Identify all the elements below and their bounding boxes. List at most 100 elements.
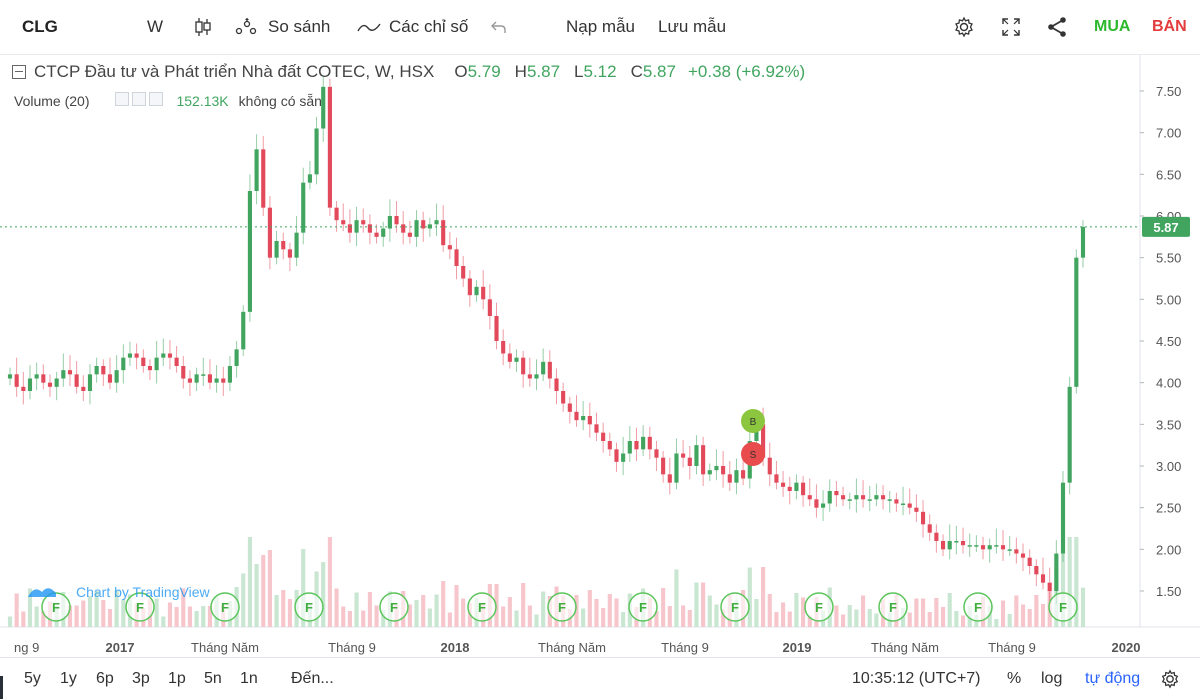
time-tick-label: 2019 (783, 640, 812, 655)
candle-body (41, 374, 46, 383)
range-5n[interactable]: 5n (204, 658, 222, 700)
range-5y[interactable]: 5y (24, 658, 41, 700)
left-edge-marker (0, 676, 3, 699)
candle-body (161, 353, 166, 358)
buy-label: MUA (1094, 18, 1131, 35)
candle-body (647, 436, 652, 450)
volume-bar (761, 567, 766, 627)
buy-marker-icon (741, 409, 765, 433)
share-button[interactable] (1046, 0, 1068, 54)
candle-body (527, 374, 532, 379)
range-label: 3p (132, 670, 150, 687)
range-1n[interactable]: 1n (240, 658, 258, 700)
event-marker-label: F (815, 600, 823, 615)
candle-body (521, 357, 526, 375)
settings-button[interactable] (953, 0, 975, 54)
percent-label: % (1007, 670, 1022, 687)
candle-body (607, 441, 612, 450)
log-scale-button[interactable]: log (1041, 658, 1062, 700)
time-tick-label: Tháng 9 (988, 640, 1036, 655)
candle-body (307, 174, 312, 183)
volume-bar (247, 537, 252, 627)
candle-body (47, 382, 53, 387)
event-marker-label: F (974, 600, 982, 615)
volume-bar (960, 615, 966, 627)
candle-body (1014, 549, 1019, 554)
candle-body (334, 207, 339, 221)
candle-body (454, 249, 459, 266)
high-value: 5.87 (526, 62, 561, 81)
event-marker-icon (628, 592, 658, 622)
candle-body (1040, 574, 1046, 583)
candle-body (261, 149, 266, 208)
event-marker-icon (720, 592, 750, 622)
volume-bar (14, 593, 19, 627)
percent-scale-button[interactable]: % (1007, 658, 1021, 700)
volume-bar (274, 595, 279, 627)
volume-bar (367, 592, 372, 627)
candle-body (614, 449, 619, 462)
candle-body (467, 278, 472, 296)
volume-controls[interactable] (115, 92, 166, 109)
candle-body (221, 378, 226, 383)
range-1y[interactable]: 1y (60, 658, 77, 700)
collapse-legend-icon[interactable] (12, 65, 26, 79)
candle-body (67, 370, 73, 375)
volume-bar (121, 599, 126, 627)
volume-bar (1007, 614, 1012, 627)
interval-button[interactable]: W (147, 0, 163, 54)
time-tick-label: Tháng Năm (871, 640, 939, 655)
candle-body (894, 499, 899, 504)
candle-body (867, 499, 872, 501)
candle-body (21, 386, 26, 391)
candle-body (287, 249, 292, 258)
candle-body (247, 191, 252, 312)
fullscreen-button[interactable] (1000, 0, 1022, 54)
candle-body (481, 286, 486, 300)
price-chart[interactable]: 7.507.006.506.005.505.004.504.003.503.00… (0, 55, 1200, 657)
time-tick-label: ng 9 (14, 640, 39, 655)
gear-icon (955, 16, 973, 38)
candle-body (421, 220, 426, 229)
indicators-button[interactable]: Các chỉ số (356, 0, 468, 54)
candle-body (787, 486, 792, 491)
candle-body (601, 432, 606, 441)
candle-body (1000, 545, 1006, 550)
range-1p[interactable]: 1p (168, 658, 186, 700)
candle-body (381, 228, 386, 237)
symbol-search[interactable]: CLG (22, 0, 58, 54)
load-template-button[interactable]: Nạp mẫu (566, 0, 635, 54)
range-3p[interactable]: 3p (132, 658, 150, 700)
candle-body (141, 357, 146, 366)
volume-bar (781, 602, 786, 627)
goto-date-button[interactable]: Đến... (291, 658, 334, 700)
save-template-button[interactable]: Lưu mẫu (658, 0, 726, 54)
clock[interactable]: 10:35:12 (UTC+7) (852, 658, 981, 700)
time-tick-label: Tháng Năm (538, 640, 606, 655)
volume-bar (867, 609, 872, 627)
candle-body (927, 524, 932, 533)
sell-button[interactable]: BÁN (1152, 0, 1187, 54)
undo-button[interactable] (490, 0, 508, 54)
event-marker-label: F (731, 600, 739, 615)
volume-bar (267, 550, 272, 627)
buy-button[interactable]: MUA (1094, 0, 1130, 54)
chart-settings-button[interactable] (1160, 658, 1180, 700)
candle-body (681, 453, 686, 458)
candle-body (54, 378, 59, 387)
chart-type-button[interactable] (193, 0, 213, 54)
compare-button[interactable]: So sánh (234, 0, 330, 54)
volume-bar (21, 611, 26, 627)
candle-body (487, 299, 492, 316)
volume-bar (427, 608, 432, 627)
price-tick-label: 7.00 (1156, 126, 1181, 141)
tradingview-watermark: Chart by TradingView (28, 584, 210, 600)
range-6p[interactable]: 6p (96, 658, 114, 700)
auto-scale-button[interactable]: tự động (1085, 658, 1140, 700)
event-marker-icon (804, 592, 834, 622)
price-tick-label: 3.50 (1156, 417, 1181, 432)
volume-bar (154, 598, 159, 627)
watermark-label: Chart by TradingView (76, 584, 210, 600)
volume-bar (94, 591, 99, 627)
event-marker-icon (547, 592, 577, 622)
